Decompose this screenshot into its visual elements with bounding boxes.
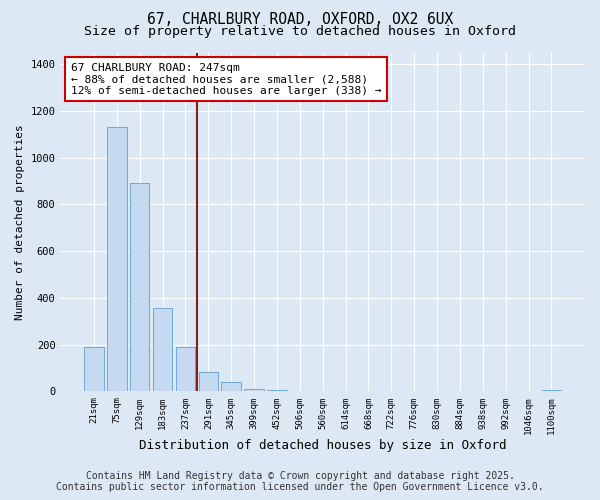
Bar xyxy=(130,184,149,392)
Bar xyxy=(176,347,195,392)
Bar xyxy=(84,347,104,392)
Text: Contains HM Land Registry data © Crown copyright and database right 2025.
Contai: Contains HM Land Registry data © Crown c… xyxy=(56,471,544,492)
Bar xyxy=(199,372,218,392)
Y-axis label: Number of detached properties: Number of detached properties xyxy=(15,124,25,320)
Text: Size of property relative to detached houses in Oxford: Size of property relative to detached ho… xyxy=(84,25,516,38)
X-axis label: Distribution of detached houses by size in Oxford: Distribution of detached houses by size … xyxy=(139,440,506,452)
Bar xyxy=(153,308,172,392)
Bar xyxy=(267,390,287,392)
Bar xyxy=(244,389,264,392)
Text: 67, CHARLBURY ROAD, OXFORD, OX2 6UX: 67, CHARLBURY ROAD, OXFORD, OX2 6UX xyxy=(147,12,453,28)
Bar xyxy=(221,382,241,392)
Bar xyxy=(542,390,561,392)
Bar xyxy=(107,128,127,392)
Text: 67 CHARLBURY ROAD: 247sqm
← 88% of detached houses are smaller (2,588)
12% of se: 67 CHARLBURY ROAD: 247sqm ← 88% of detac… xyxy=(71,62,382,96)
